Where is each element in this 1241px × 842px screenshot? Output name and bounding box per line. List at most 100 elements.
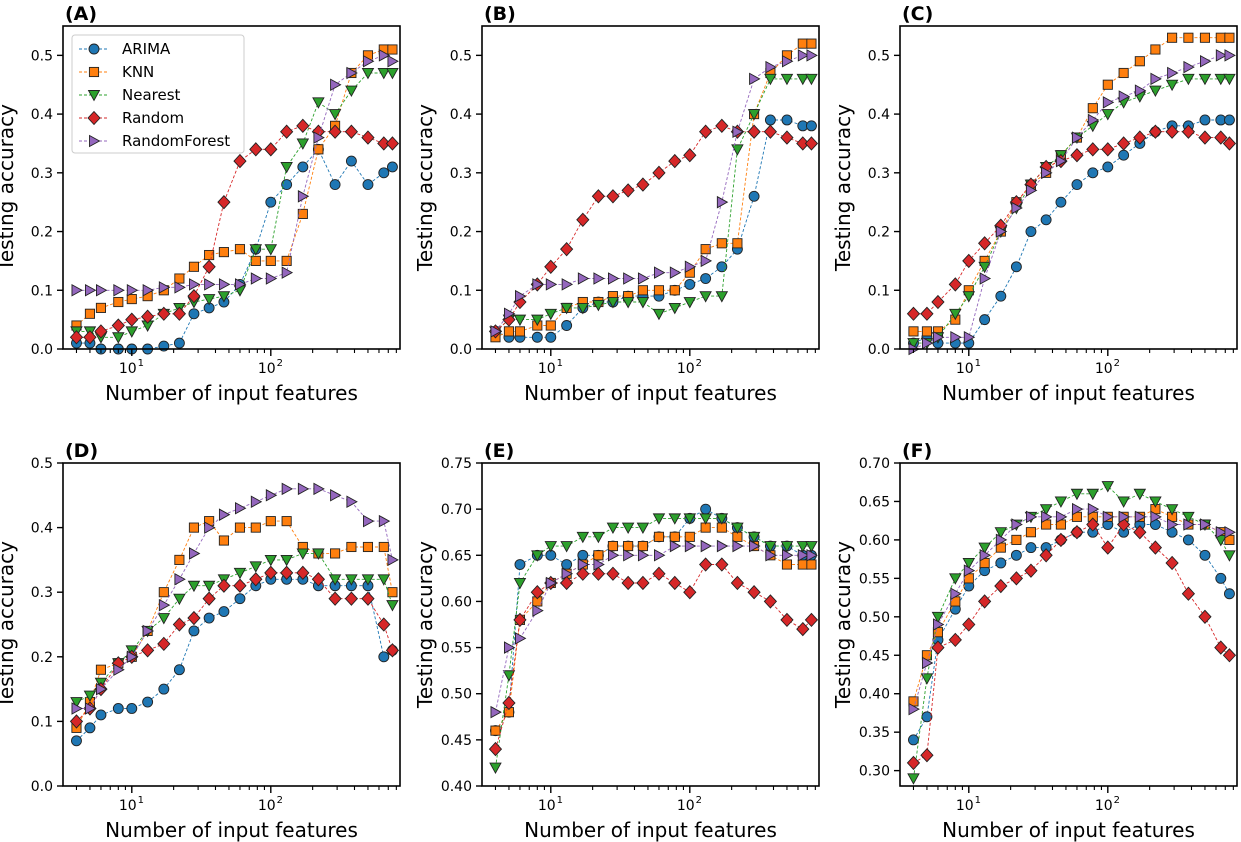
- data-point: [94, 324, 108, 339]
- data-point: [1118, 90, 1131, 103]
- data-point: [921, 336, 934, 350]
- data-point: [513, 578, 527, 590]
- data-point: [204, 249, 215, 261]
- data-point: [489, 762, 502, 774]
- data-point: [1182, 534, 1194, 546]
- data-point: [780, 73, 794, 86]
- data-point: [1117, 496, 1130, 508]
- data-point: [264, 554, 278, 567]
- series-line: [495, 78, 812, 332]
- series-random: [906, 517, 1237, 771]
- data-point: [607, 541, 618, 552]
- data-point: [636, 522, 650, 535]
- x-tick-exponent: 2: [696, 358, 702, 369]
- data-point: [1223, 114, 1235, 126]
- data-point: [218, 247, 229, 258]
- data-point: [490, 725, 501, 736]
- data-point: [592, 300, 605, 312]
- x-tick-exponent: 2: [277, 795, 283, 806]
- x-tick-exponent: 1: [557, 358, 563, 369]
- data-point: [669, 285, 680, 296]
- data-point: [764, 541, 777, 553]
- data-point: [1117, 136, 1131, 151]
- data-point: [281, 482, 294, 496]
- data-point: [654, 549, 666, 562]
- series-arima: [490, 503, 817, 737]
- data-point: [217, 291, 231, 303]
- series-line: [913, 523, 1230, 741]
- data-point: [361, 574, 375, 586]
- data-point: [797, 549, 810, 562]
- data-point: [684, 539, 697, 553]
- series-line: [76, 572, 393, 722]
- data-point: [731, 522, 744, 535]
- data-point: [948, 632, 962, 648]
- data-point: [346, 541, 357, 553]
- data-point: [1087, 502, 1100, 516]
- data-point: [1025, 510, 1038, 524]
- data-point: [515, 632, 527, 645]
- data-point: [71, 284, 83, 297]
- data-point: [1039, 504, 1053, 516]
- data-point: [84, 284, 97, 297]
- data-point: [748, 190, 760, 202]
- data-point: [188, 547, 201, 560]
- data-point: [249, 244, 263, 256]
- data-point: [1214, 73, 1228, 86]
- data-point: [202, 591, 216, 606]
- y-tick-label: 0.1: [31, 714, 53, 730]
- data-point: [906, 755, 921, 771]
- data-point: [654, 266, 666, 279]
- series-arima: [908, 519, 1235, 746]
- data-point: [218, 278, 231, 291]
- data-point: [218, 606, 230, 618]
- data-point: [490, 705, 502, 719]
- data-point: [1025, 527, 1036, 538]
- data-point: [683, 297, 697, 309]
- data-point: [716, 195, 729, 209]
- data-point: [385, 136, 400, 151]
- series-line: [76, 125, 393, 338]
- data-point: [544, 259, 558, 274]
- y-axis-label: Testing accuracy: [831, 541, 855, 709]
- data-point: [1215, 32, 1226, 43]
- series-line: [495, 119, 812, 338]
- data-point: [716, 238, 727, 249]
- data-point: [1101, 481, 1115, 493]
- data-point: [781, 114, 793, 126]
- data-point: [765, 60, 777, 74]
- data-point: [217, 195, 231, 210]
- data-point: [749, 539, 761, 553]
- series-line: [913, 131, 1230, 315]
- y-tick-label: 0.5: [31, 456, 53, 472]
- data-point: [1040, 214, 1052, 226]
- x-axis-label: Number of input features: [105, 818, 358, 842]
- x-tick-label: 10: [538, 361, 556, 377]
- legend-label: KNN: [122, 63, 154, 81]
- data-point: [731, 144, 744, 156]
- data-point: [684, 260, 697, 274]
- x-tick-label: 10: [677, 361, 695, 377]
- data-point: [933, 618, 945, 631]
- data-point: [280, 554, 293, 567]
- data-point: [668, 302, 682, 315]
- data-point: [652, 165, 666, 180]
- data-point: [264, 565, 278, 580]
- data-point: [1165, 79, 1179, 92]
- series-random: [488, 557, 819, 757]
- y-tick-label: 0.2: [31, 225, 53, 241]
- x-tick-exponent: 1: [557, 795, 563, 806]
- data-point: [576, 566, 590, 581]
- data-point: [141, 643, 155, 658]
- data-point: [532, 278, 544, 291]
- data-point: [1102, 96, 1115, 109]
- data-point: [488, 741, 503, 757]
- data-point: [386, 68, 399, 80]
- data-point: [715, 291, 729, 303]
- data-point: [502, 695, 516, 711]
- data-point: [387, 587, 398, 598]
- data-point: [173, 664, 185, 676]
- series-line: [495, 517, 812, 768]
- legend-marker: [88, 43, 100, 55]
